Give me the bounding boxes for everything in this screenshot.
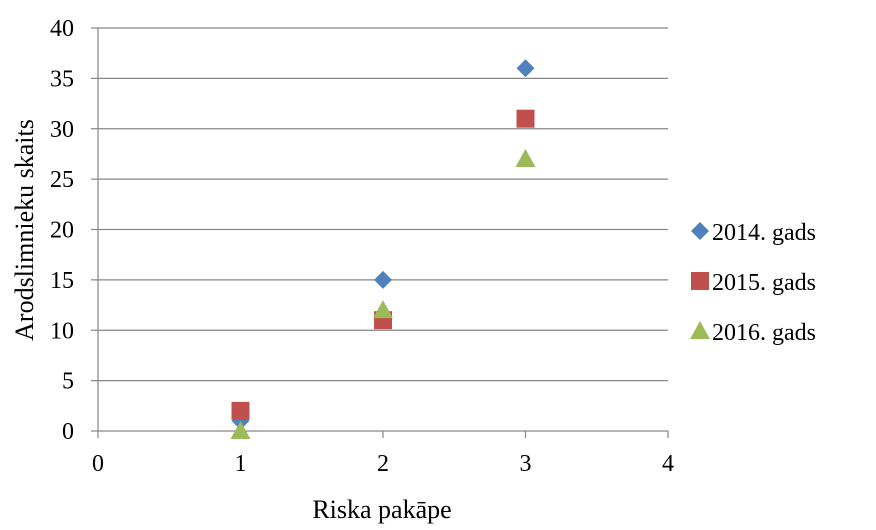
y-tick-label-5: 5 (62, 369, 74, 395)
y-tick-label-40: 40 (50, 16, 74, 42)
point-1-3 (516, 59, 535, 78)
y-axis-title: Arodslimnieku skaits (10, 119, 39, 341)
legend-label-1: 2014. gads (712, 220, 816, 246)
x-tick-label-0: 0 (92, 451, 104, 477)
legend-marker-2 (691, 272, 709, 290)
y-tick-label-10: 10 (50, 318, 74, 344)
point-3-2 (373, 300, 393, 319)
y-tick-label-0: 0 (62, 419, 74, 445)
legend: 2014. gads 2015. gads 2016. gads (690, 220, 816, 346)
x-axis-title: Riska pakāpe (312, 495, 451, 524)
legend-label-3: 2016. gads (712, 320, 816, 346)
point-2-3 (516, 109, 535, 128)
legend-marker-1 (691, 222, 709, 240)
y-tick-label-20: 20 (50, 218, 74, 244)
x-tick-label-3: 3 (520, 451, 532, 477)
tick-labels: 0 5 10 15 20 25 30 35 40 0 1 2 3 4 (50, 16, 674, 477)
y-tick-label-30: 30 (50, 117, 74, 143)
y-tick-label-15: 15 (50, 268, 74, 294)
legend-label-2: 2015. gads (712, 270, 816, 296)
point-2-1 (231, 401, 250, 420)
y-tick-label-25: 25 (50, 167, 74, 193)
x-tick-label-4: 4 (662, 451, 674, 477)
data-points (230, 59, 536, 439)
point-3-3 (515, 148, 536, 167)
x-tick-label-2: 2 (377, 451, 389, 477)
axes (91, 27, 669, 438)
point-3-1 (230, 421, 251, 439)
y-tick-label-35: 35 (50, 66, 74, 92)
point-1-2 (374, 270, 392, 289)
legend-marker-3 (690, 321, 710, 339)
x-tick-label-1: 1 (235, 451, 247, 477)
